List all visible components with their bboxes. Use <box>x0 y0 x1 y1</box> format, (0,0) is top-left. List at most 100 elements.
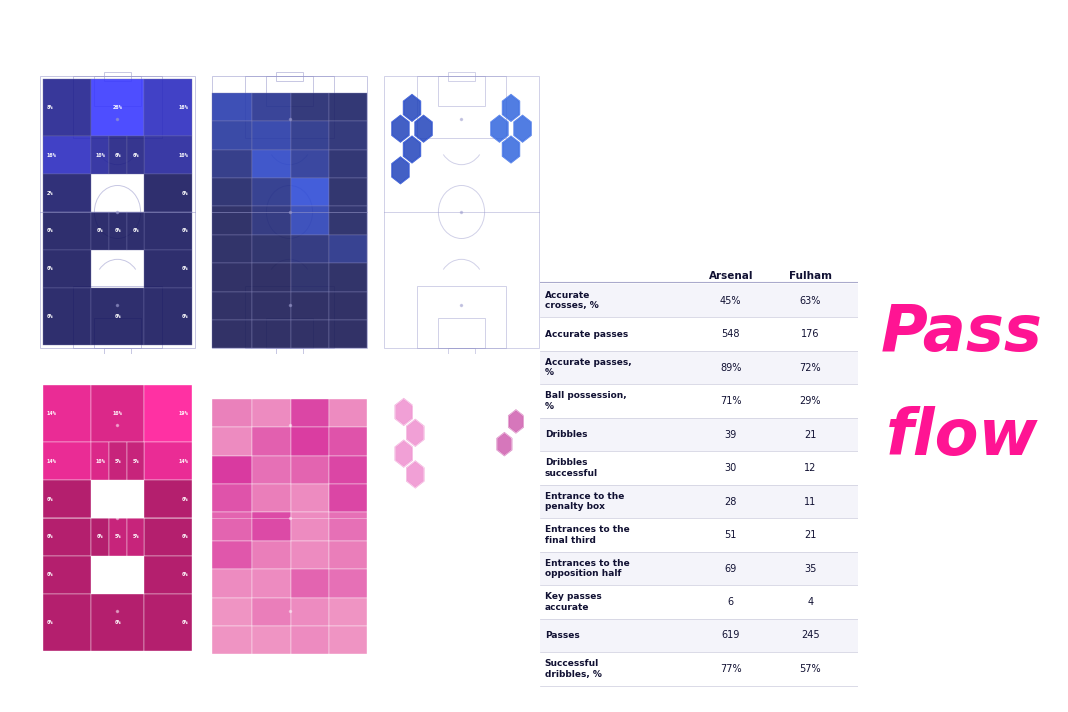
Text: 77%: 77% <box>720 664 741 674</box>
Text: Entrances to the
opposition half: Entrances to the opposition half <box>545 559 629 578</box>
Bar <box>438 382 485 412</box>
Bar <box>94 318 141 348</box>
Polygon shape <box>395 441 412 467</box>
Text: 11: 11 <box>804 496 816 506</box>
Bar <box>144 385 192 442</box>
Polygon shape <box>503 136 519 163</box>
Text: 21: 21 <box>804 429 817 439</box>
Text: Ball possession,
%: Ball possession, % <box>545 392 627 411</box>
Text: 39: 39 <box>725 429 737 439</box>
Bar <box>540 619 858 652</box>
Bar <box>292 320 329 348</box>
Text: 16%: 16% <box>47 152 57 157</box>
Bar <box>292 513 329 540</box>
Bar <box>211 93 252 121</box>
Bar <box>252 399 292 427</box>
Text: 619: 619 <box>722 630 740 641</box>
Text: 10%: 10% <box>112 412 123 417</box>
Text: 69: 69 <box>725 563 737 573</box>
Bar <box>252 291 292 320</box>
Bar <box>252 178 292 206</box>
Bar <box>329 93 367 121</box>
Bar <box>252 626 292 654</box>
Bar <box>277 654 302 664</box>
Text: 0%: 0% <box>182 496 188 501</box>
Text: 0%: 0% <box>47 619 53 624</box>
Bar <box>43 212 91 250</box>
Bar <box>329 263 367 291</box>
Bar <box>144 556 192 594</box>
Polygon shape <box>508 410 523 433</box>
Bar <box>211 320 252 348</box>
Text: 10%: 10% <box>95 152 105 157</box>
Bar <box>245 286 334 348</box>
Bar <box>417 592 506 654</box>
Text: 0%: 0% <box>47 229 53 234</box>
Bar <box>417 286 506 348</box>
Bar <box>43 288 91 345</box>
Bar <box>329 150 367 178</box>
Text: 45%: 45% <box>720 295 741 305</box>
Polygon shape <box>514 115 531 142</box>
Bar <box>43 594 91 651</box>
Bar <box>329 291 367 320</box>
Bar <box>109 212 127 250</box>
Title: Arsenal FC's
Crosses: Arsenal FC's Crosses <box>435 50 488 69</box>
Bar <box>252 569 292 597</box>
Text: 0%: 0% <box>182 313 188 319</box>
Text: 21: 21 <box>804 530 817 540</box>
Text: 5%: 5% <box>132 535 139 540</box>
Text: Entrances to the
final third: Entrances to the final third <box>545 525 629 545</box>
Bar <box>252 513 292 540</box>
Bar <box>252 121 292 150</box>
Bar <box>252 320 292 348</box>
Bar <box>73 75 162 138</box>
Polygon shape <box>392 157 409 184</box>
Text: 6%: 6% <box>115 152 122 157</box>
Title: Arsenal FC's
Dribbling zones: Arsenal FC's Dribbling zones <box>255 50 324 69</box>
Text: 29%: 29% <box>800 396 821 406</box>
Bar <box>43 80 91 136</box>
Text: Accurate
crosses, %: Accurate crosses, % <box>545 291 598 310</box>
Bar <box>449 378 474 387</box>
Text: Pass: Pass <box>881 302 1043 364</box>
Text: 51: 51 <box>724 530 737 540</box>
Bar <box>292 235 329 263</box>
Bar <box>292 484 329 513</box>
Polygon shape <box>415 115 433 142</box>
Bar <box>144 136 192 174</box>
Bar <box>252 206 292 235</box>
Bar <box>329 206 367 235</box>
Bar <box>211 150 252 178</box>
Bar <box>438 318 485 348</box>
Text: Key passes
accurate: Key passes accurate <box>545 592 601 612</box>
Bar <box>211 484 252 513</box>
Bar <box>105 72 130 81</box>
Bar <box>292 150 329 178</box>
Bar <box>277 72 302 81</box>
Bar <box>91 442 109 480</box>
Bar <box>211 427 252 456</box>
Bar <box>91 80 144 136</box>
Bar <box>91 385 144 442</box>
Text: 0%: 0% <box>114 313 121 319</box>
Bar <box>105 654 130 664</box>
Bar <box>94 624 141 654</box>
Bar <box>449 72 474 81</box>
Bar <box>417 75 506 138</box>
Text: Dribbles: Dribbles <box>545 430 587 439</box>
Bar <box>73 592 162 654</box>
Text: Arsenal: Arsenal <box>708 271 753 281</box>
Bar <box>211 626 252 654</box>
Bar <box>144 594 192 651</box>
Text: 176: 176 <box>801 329 819 339</box>
Bar <box>329 626 367 654</box>
Bar <box>43 250 91 288</box>
Text: Entrance to the
penalty box: Entrance to the penalty box <box>545 492 624 511</box>
Bar <box>292 263 329 291</box>
Bar <box>292 427 329 456</box>
Bar <box>43 174 91 212</box>
Bar <box>277 378 302 387</box>
Text: 26%: 26% <box>112 105 123 110</box>
Text: 10%: 10% <box>95 459 105 464</box>
